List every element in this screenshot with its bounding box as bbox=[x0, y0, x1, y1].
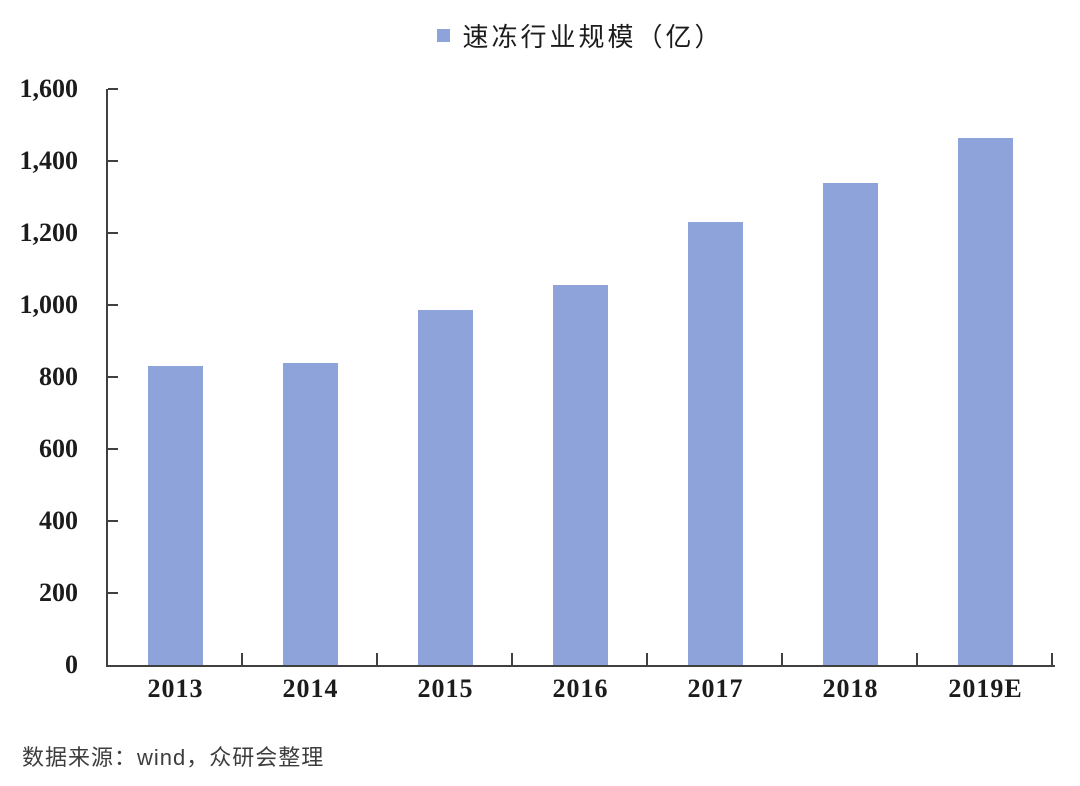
bar-2016 bbox=[553, 285, 608, 665]
x-axis-tick bbox=[376, 653, 378, 665]
source-note: 数据来源：wind，众研会整理 bbox=[22, 745, 325, 770]
y-axis-tick-label: 200 bbox=[39, 578, 78, 607]
x-axis-tick bbox=[916, 653, 918, 665]
y-axis-tick bbox=[108, 376, 118, 378]
x-axis-tick bbox=[1051, 653, 1053, 665]
legend-marker-icon bbox=[437, 28, 451, 42]
bar-2019E bbox=[958, 137, 1013, 665]
x-axis-category-label: 2014 bbox=[282, 674, 339, 703]
y-axis-tick-label: 400 bbox=[39, 506, 78, 535]
x-axis-category-label: 2015 bbox=[417, 674, 474, 703]
x-axis-category-label: 2013 bbox=[147, 674, 204, 703]
y-axis-tick-label: 1,000 bbox=[19, 290, 79, 319]
chart-legend: 速冻行业规模（亿） bbox=[108, 18, 1053, 52]
bar-2014 bbox=[283, 362, 338, 665]
y-axis-tick bbox=[108, 448, 118, 450]
bar-2018 bbox=[823, 182, 878, 665]
x-axis-line bbox=[106, 665, 1055, 667]
x-axis-tick bbox=[646, 653, 648, 665]
y-axis-tick bbox=[108, 232, 118, 234]
y-axis-tick bbox=[108, 592, 118, 594]
y-axis-tick-label: 0 bbox=[65, 650, 78, 679]
y-axis-tick-label: 800 bbox=[39, 362, 78, 391]
y-axis-tick-label: 600 bbox=[39, 434, 78, 463]
bar-2017 bbox=[688, 222, 743, 665]
x-axis-category-label: 2019E bbox=[948, 674, 1023, 703]
x-axis-tick bbox=[241, 653, 243, 665]
y-axis-line bbox=[106, 89, 108, 667]
x-axis-category-label: 2017 bbox=[687, 674, 744, 703]
y-axis-tick-label: 1,200 bbox=[19, 218, 79, 247]
plot-area bbox=[106, 88, 1055, 667]
y-axis-tick-label: 1,400 bbox=[19, 146, 79, 175]
y-axis-tick bbox=[108, 304, 118, 306]
legend-label: 速冻行业规模（亿） bbox=[462, 22, 724, 52]
x-axis-tick bbox=[781, 653, 783, 665]
y-axis-tick bbox=[108, 160, 118, 162]
bar-2015 bbox=[418, 310, 473, 665]
x-axis-tick bbox=[511, 653, 513, 665]
bar-2013 bbox=[148, 366, 203, 665]
y-axis-tick-label: 1,600 bbox=[19, 74, 79, 103]
y-axis-tick bbox=[108, 520, 118, 522]
y-axis-tick bbox=[108, 88, 118, 90]
x-axis-category-label: 2018 bbox=[822, 674, 879, 703]
x-axis-category-label: 2016 bbox=[552, 674, 609, 703]
